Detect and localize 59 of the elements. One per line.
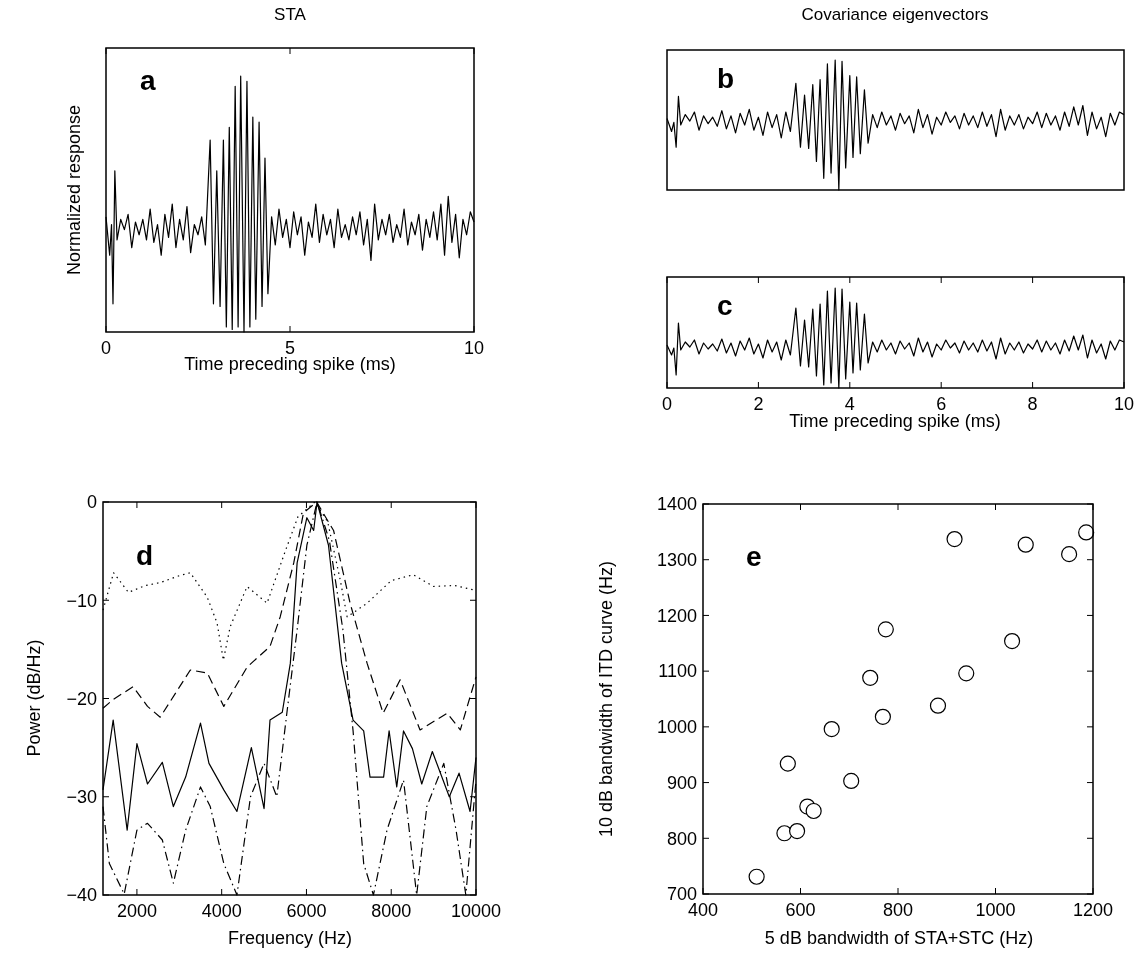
point [779, 755, 796, 772]
y-tick-label: −10 [66, 590, 97, 611]
x-axis-title: Frequency (Hz) [227, 928, 353, 948]
x-tick-label: 400 [687, 900, 719, 920]
x-tick-label: 0 [100, 338, 112, 358]
point [929, 697, 947, 714]
y-tick-label: −20 [66, 688, 97, 709]
y-tick-label: 0 [86, 492, 97, 513]
x-tick-label: 10 [1113, 394, 1135, 414]
y-axis-title: Normalized response [64, 104, 84, 276]
chart-title: STA [274, 5, 307, 24]
y-tick-label: −40 [66, 885, 97, 906]
x-tick-label: 8000 [371, 901, 412, 921]
x-axis-title: 5 dB bandwidth of STA+STC (Hz) [764, 928, 1034, 948]
point [1017, 536, 1034, 553]
annotation: a [140, 65, 156, 96]
line-series [102, 501, 477, 896]
y-axis-title: Power (dB/Hz) [24, 639, 44, 757]
point [1003, 632, 1021, 650]
y-tick-label: 1400 [656, 494, 697, 515]
point [946, 531, 963, 548]
point [877, 621, 894, 638]
x-tick-label: 10 [463, 338, 485, 358]
x-tick-label: 4 [844, 394, 855, 414]
point [958, 665, 975, 682]
y-tick-label: 800 [666, 828, 697, 849]
point [874, 708, 891, 725]
point [823, 720, 840, 738]
x-tick-label: 800 [882, 900, 914, 920]
chart-title: Covariance eigenvectors [801, 5, 989, 24]
x-tick-label: 1200 [1072, 900, 1114, 920]
point [788, 822, 806, 840]
annotation: e [746, 541, 762, 572]
point [843, 772, 860, 789]
y-tick-label: 1100 [658, 661, 697, 682]
y-tick-label: 1300 [656, 550, 697, 571]
x-tick-label: 6 [936, 394, 947, 414]
point [805, 802, 822, 820]
x-tick-label: 1000 [975, 900, 1016, 920]
y-axis-title: 10 dB bandwidth of ITD curve (Hz) [596, 560, 616, 838]
y-tick-label: 1000 [656, 717, 697, 738]
x-tick-label: 2000 [116, 901, 157, 921]
y-tick-label: 1200 [656, 605, 697, 626]
y-tick-label: 900 [666, 772, 697, 793]
x-tick-label: 4000 [201, 901, 242, 921]
x-tick-label: 6000 [286, 901, 327, 921]
point [1078, 524, 1095, 541]
x-tick-label: 2 [753, 394, 764, 414]
point [1061, 546, 1078, 563]
x-tick-label: 10000 [450, 901, 502, 921]
annotation: b [717, 63, 735, 94]
annotation: d [136, 540, 154, 571]
x-axis-title: Time preceding spike (ms) [789, 411, 1001, 431]
x-tick-label: 8 [1027, 394, 1038, 414]
annotation: c [717, 290, 733, 321]
y-tick-label: −30 [66, 787, 97, 808]
point [748, 868, 765, 885]
x-tick-label: 600 [785, 900, 816, 920]
point [862, 669, 879, 686]
